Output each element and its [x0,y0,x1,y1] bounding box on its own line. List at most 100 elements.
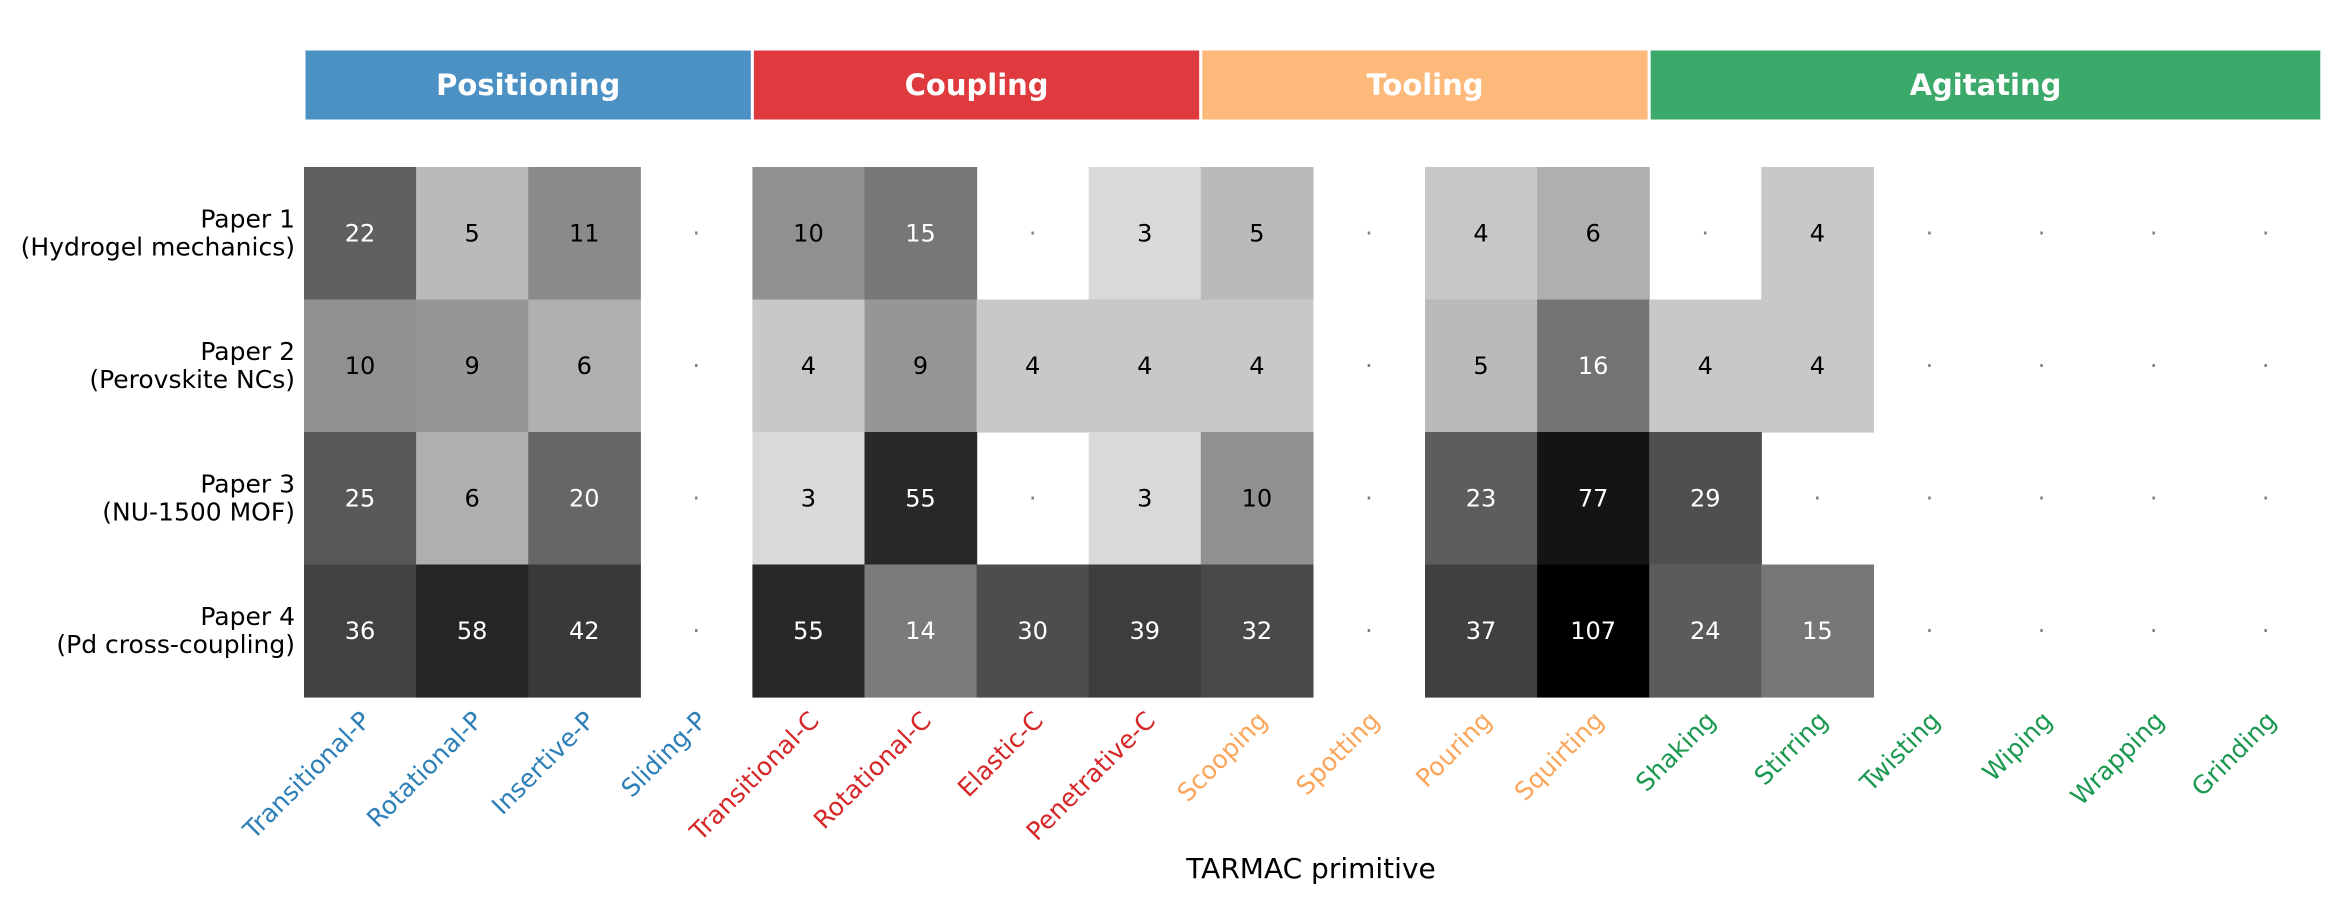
category-label-coupling: Coupling [905,68,1049,102]
row-label-subtitle: (Perovskite NCs) [89,365,295,394]
cell-value: 36 [345,617,376,645]
cell-value: 3 [801,484,816,512]
heatmap-cell [304,299,417,433]
cell-value: 9 [465,352,480,380]
heatmap-cell [304,432,417,566]
empty-cell-marker: · [1365,484,1373,512]
column-label-sliding-p: Sliding-P [615,706,712,803]
heatmap-cell [1649,299,1762,433]
cell-value: 4 [1025,352,1040,380]
cell-value: 30 [1017,617,1048,645]
column-label-wrapping: Wrapping [2065,706,2170,811]
heatmap-cell [1537,299,1650,433]
cell-value: 10 [345,352,376,380]
cell-value: 77 [1578,484,1609,512]
cell-value: 4 [1698,352,1713,380]
row-label-subtitle: (Pd cross-coupling) [56,630,295,659]
heatmap-cell [1200,432,1314,566]
column-label-pouring: Pouring [1410,706,1497,793]
cell-value: 10 [1242,484,1273,512]
cell-value: 6 [1586,219,1601,247]
category-bar-coupling [750,47,1203,123]
empty-cell-marker: · [2150,617,2158,645]
cell-value: 20 [569,484,600,512]
heatmap-cell [1200,299,1314,433]
row-label-title: Paper 3 [200,469,295,498]
row-label-subtitle: (Hydrogel mechanics) [21,232,295,261]
category-label-tooling: Tooling [1366,68,1483,102]
cell-value: 24 [1690,617,1721,645]
cell-value: 4 [1473,219,1488,247]
cell-value: 5 [465,219,480,247]
heatmap-cell [864,299,978,433]
heatmap-cell [528,432,641,566]
row-label-paper-4: Paper 4 (Pd cross-coupling) [56,602,295,659]
cell-value: 4 [801,352,816,380]
column-label-wiping: Wiping [1977,706,2058,787]
empty-cell-marker: · [2038,352,2046,380]
cell-value: 58 [457,617,488,645]
column-label-grinding: Grinding [2186,706,2282,802]
category-label-agitating: Agitating [1910,68,2062,102]
cell-value: 42 [569,617,600,645]
cell-value: 10 [793,219,824,247]
category-bar-tooling [1199,47,1651,123]
heatmap-cell [1425,299,1538,433]
heatmap-cell [1761,299,1874,433]
heatmap-cell [1200,167,1314,301]
heatmap-cell [1088,167,1202,301]
empty-cell-marker: · [2038,484,2046,512]
heatmap-cells: 22 5 11 · 10 15 · 3 5 · 4 6 · 4 · · · · 10 9 6 · 4 9 4 4 4 · 5 16 4 4 · ·… [304,167,2270,698]
category-header-bars: Positioning Coupling Tooling Agitating [302,47,2324,123]
cell-value: 4 [1137,352,1152,380]
cell-value: 16 [1578,352,1609,380]
heatmap-cell [416,299,529,433]
heatmap-cell [1537,432,1650,566]
column-label-elastic-c: Elastic-C [952,706,1049,803]
column-label-shaking: Shaking [1630,706,1721,797]
cell-value: 25 [345,484,376,512]
empty-cell-marker: · [1926,219,1934,247]
empty-cell-marker: · [693,484,701,512]
heatmap-cell [752,299,866,433]
heatmap-cell [752,167,866,301]
column-label-scooping: Scooping [1171,706,1273,808]
cell-value: 55 [905,484,936,512]
cell-value: 5 [1473,352,1488,380]
column-label-stirring: Stirring [1748,706,1833,791]
empty-cell-marker: · [2150,219,2158,247]
cell-value: 29 [1690,484,1721,512]
heatmap-cell [1088,432,1202,566]
empty-cell-marker: · [1365,617,1373,645]
heatmap-cell [1425,432,1538,566]
empty-cell-marker: · [693,617,701,645]
row-label-title: Paper 1 [200,204,295,233]
empty-cell-marker: · [1926,352,1934,380]
column-label-transitional-p: Transitional-P [237,706,376,845]
cell-value: 5 [1249,219,1264,247]
heatmap-cell [1537,564,1650,698]
cell-value: 107 [1570,617,1616,645]
heatmap-cell [1761,167,1874,301]
row-label-paper-2: Paper 2 (Perovskite NCs) [89,337,295,394]
heatmap-cell [1537,167,1650,301]
empty-cell-marker: · [693,219,701,247]
cell-value: 32 [1242,617,1273,645]
cell-value: 14 [905,617,936,645]
empty-cell-marker: · [1365,219,1373,247]
heatmap-cell [304,564,417,698]
heatmap-cell [1425,564,1538,698]
empty-cell-marker: · [1814,484,1822,512]
category-bar-positioning [302,47,754,123]
cell-value: 22 [345,219,376,247]
heatmap-cell [1088,564,1202,698]
empty-cell-marker: · [1926,617,1934,645]
empty-cell-marker: · [1701,219,1709,247]
empty-cell-marker: · [2150,352,2158,380]
heatmap-cell [1649,564,1762,698]
heatmap-cell [1425,167,1538,301]
heatmap-cell [752,432,866,566]
empty-cell-marker: · [693,352,701,380]
cell-value: 37 [1466,617,1497,645]
heatmap-cell [528,167,641,301]
